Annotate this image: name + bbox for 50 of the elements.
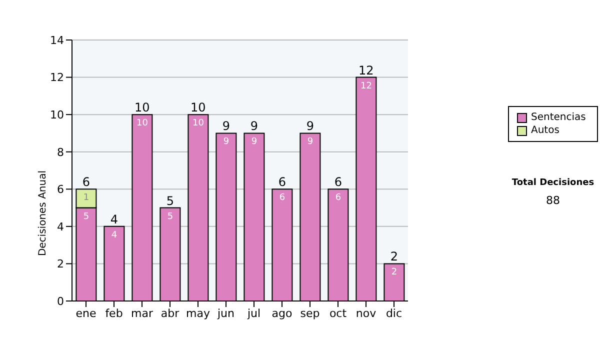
- data-label: 12: [360, 81, 372, 92]
- total-label: 9: [306, 119, 314, 134]
- x-tick-label: jun: [216, 306, 235, 320]
- y-tick-label: 8: [57, 146, 64, 159]
- data-label: 5: [167, 212, 174, 222]
- data-label: 6: [335, 193, 342, 204]
- total-label: 12: [358, 63, 374, 78]
- total-label: 10: [190, 100, 206, 115]
- y-tick-label: 2: [57, 258, 64, 271]
- x-tick-label: jul: [246, 306, 261, 320]
- total-label: 6: [82, 175, 90, 190]
- x-tick-label: sep: [300, 306, 320, 320]
- y-tick-label: 12: [50, 71, 64, 84]
- x-tick-label: oct: [329, 306, 348, 320]
- data-label: 5: [83, 212, 90, 222]
- x-tick-label: feb: [105, 306, 123, 320]
- total-label: 10: [134, 100, 150, 115]
- total-label: 6: [278, 175, 286, 190]
- y-tick-label: 14: [50, 34, 64, 47]
- legend-label: Autos: [531, 124, 560, 137]
- data-label: 9: [307, 137, 314, 148]
- x-tick-label: ene: [76, 306, 96, 320]
- y-tick-label: 4: [57, 220, 64, 234]
- legend-label: Sentencias: [531, 111, 586, 124]
- data-label: 9: [251, 137, 258, 148]
- y-tick-label: 0: [57, 294, 64, 308]
- total-label: 9: [222, 119, 230, 134]
- data-label: 6: [279, 193, 286, 204]
- y-tick-label: 10: [50, 108, 64, 122]
- x-tick-label: nov: [356, 306, 377, 320]
- data-label: 9: [223, 137, 230, 148]
- data-label: 10: [192, 118, 204, 129]
- x-tick-label: ago: [272, 306, 292, 320]
- total-label: 9: [250, 119, 258, 134]
- total-label: 2: [390, 250, 398, 264]
- data-label: 2: [391, 268, 398, 278]
- total-label: 4: [110, 212, 118, 226]
- x-tick-label: dic: [386, 306, 402, 320]
- data-label: 4: [111, 230, 118, 240]
- x-tick-label: mar: [131, 306, 154, 320]
- text: Total Decisiones: [510, 178, 596, 188]
- data-label: 1: [83, 193, 90, 204]
- data-label: 10: [136, 118, 148, 129]
- x-tick-label: abr: [160, 306, 180, 320]
- text: 88: [545, 194, 561, 207]
- total-label: 6: [334, 175, 342, 190]
- y-axis-title: Decisiones Anual: [38, 170, 49, 256]
- y-tick-label: 6: [57, 183, 64, 196]
- total-label: 5: [166, 194, 174, 208]
- x-tick-label: may: [186, 306, 210, 320]
